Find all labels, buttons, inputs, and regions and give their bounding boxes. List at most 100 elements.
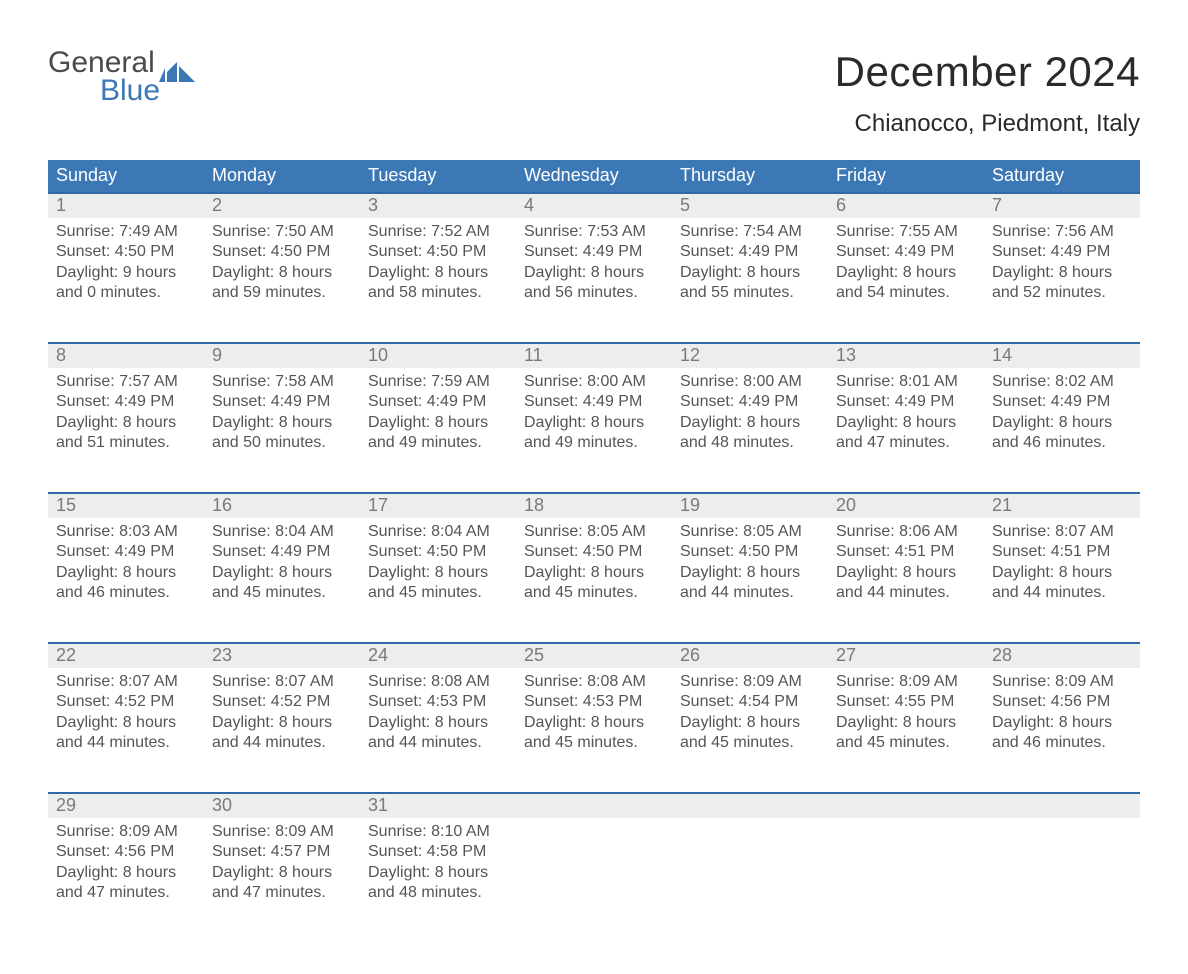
logo-text-blue: Blue bbox=[48, 76, 195, 106]
day-cell: Sunrise: 8:05 AMSunset: 4:50 PMDaylight:… bbox=[516, 518, 672, 614]
dow-thursday: Thursday bbox=[672, 160, 828, 192]
daylight-line1: Daylight: 8 hours bbox=[836, 413, 976, 433]
page-title: December 2024 bbox=[835, 48, 1140, 96]
sunset-text: Sunset: 4:55 PM bbox=[836, 692, 976, 712]
dow-tuesday: Tuesday bbox=[360, 160, 516, 192]
sunset-text: Sunset: 4:49 PM bbox=[212, 542, 352, 562]
daylight-line2: and 0 minutes. bbox=[56, 283, 196, 303]
day-number: 19 bbox=[672, 494, 828, 518]
sunset-text: Sunset: 4:49 PM bbox=[56, 392, 196, 412]
day-cell: Sunrise: 8:08 AMSunset: 4:53 PMDaylight:… bbox=[516, 668, 672, 764]
sunrise-text: Sunrise: 8:04 AM bbox=[368, 522, 508, 542]
daylight-line2: and 45 minutes. bbox=[836, 733, 976, 753]
week-row: 891011121314Sunrise: 7:57 AMSunset: 4:49… bbox=[48, 342, 1140, 464]
day-of-week-header: Sunday Monday Tuesday Wednesday Thursday… bbox=[48, 160, 1140, 192]
week-row: 293031Sunrise: 8:09 AMSunset: 4:56 PMDay… bbox=[48, 792, 1140, 914]
daylight-line1: Daylight: 8 hours bbox=[992, 563, 1132, 583]
week-row: 22232425262728Sunrise: 8:07 AMSunset: 4:… bbox=[48, 642, 1140, 764]
sunset-text: Sunset: 4:49 PM bbox=[212, 392, 352, 412]
daylight-line2: and 45 minutes. bbox=[524, 583, 664, 603]
day-cell: Sunrise: 7:58 AMSunset: 4:49 PMDaylight:… bbox=[204, 368, 360, 464]
daylight-line2: and 47 minutes. bbox=[56, 883, 196, 903]
sunrise-text: Sunrise: 8:09 AM bbox=[212, 822, 352, 842]
day-number: 20 bbox=[828, 494, 984, 518]
daylight-line2: and 59 minutes. bbox=[212, 283, 352, 303]
sunrise-text: Sunrise: 8:04 AM bbox=[212, 522, 352, 542]
day-cell: Sunrise: 8:09 AMSunset: 4:54 PMDaylight:… bbox=[672, 668, 828, 764]
day-number: 9 bbox=[204, 344, 360, 368]
daylight-line1: Daylight: 8 hours bbox=[368, 263, 508, 283]
dow-saturday: Saturday bbox=[984, 160, 1140, 192]
day-number: 27 bbox=[828, 644, 984, 668]
day-cell: Sunrise: 7:57 AMSunset: 4:49 PMDaylight:… bbox=[48, 368, 204, 464]
day-cell: Sunrise: 8:07 AMSunset: 4:51 PMDaylight:… bbox=[984, 518, 1140, 614]
sunset-text: Sunset: 4:49 PM bbox=[56, 542, 196, 562]
daylight-line1: Daylight: 8 hours bbox=[836, 563, 976, 583]
sunset-text: Sunset: 4:49 PM bbox=[680, 242, 820, 262]
daylight-line1: Daylight: 8 hours bbox=[680, 713, 820, 733]
daylight-line2: and 46 minutes. bbox=[992, 733, 1132, 753]
sunset-text: Sunset: 4:49 PM bbox=[992, 392, 1132, 412]
day-number: 24 bbox=[360, 644, 516, 668]
sunset-text: Sunset: 4:49 PM bbox=[524, 392, 664, 412]
day-cell: Sunrise: 7:52 AMSunset: 4:50 PMDaylight:… bbox=[360, 218, 516, 314]
daylight-line2: and 45 minutes. bbox=[368, 583, 508, 603]
sunrise-text: Sunrise: 7:54 AM bbox=[680, 222, 820, 242]
dow-monday: Monday bbox=[204, 160, 360, 192]
day-cell: Sunrise: 7:56 AMSunset: 4:49 PMDaylight:… bbox=[984, 218, 1140, 314]
sunrise-text: Sunrise: 8:09 AM bbox=[836, 672, 976, 692]
daylight-line2: and 44 minutes. bbox=[56, 733, 196, 753]
day-number: 10 bbox=[360, 344, 516, 368]
title-block: December 2024 Chianocco, Piedmont, Italy bbox=[835, 48, 1140, 138]
day-cell: Sunrise: 8:10 AMSunset: 4:58 PMDaylight:… bbox=[360, 818, 516, 914]
day-number: 12 bbox=[672, 344, 828, 368]
sunrise-text: Sunrise: 8:08 AM bbox=[524, 672, 664, 692]
day-number: 8 bbox=[48, 344, 204, 368]
day-number-row: 891011121314 bbox=[48, 344, 1140, 368]
day-cell: Sunrise: 8:06 AMSunset: 4:51 PMDaylight:… bbox=[828, 518, 984, 614]
sunset-text: Sunset: 4:57 PM bbox=[212, 842, 352, 862]
day-cell: Sunrise: 8:09 AMSunset: 4:57 PMDaylight:… bbox=[204, 818, 360, 914]
daylight-line2: and 46 minutes. bbox=[992, 433, 1132, 453]
day-cell: Sunrise: 7:53 AMSunset: 4:49 PMDaylight:… bbox=[516, 218, 672, 314]
daylight-line1: Daylight: 8 hours bbox=[680, 563, 820, 583]
sunrise-text: Sunrise: 7:52 AM bbox=[368, 222, 508, 242]
sunrise-text: Sunrise: 7:56 AM bbox=[992, 222, 1132, 242]
sunrise-text: Sunrise: 8:09 AM bbox=[992, 672, 1132, 692]
sunset-text: Sunset: 4:50 PM bbox=[56, 242, 196, 262]
day-cell: Sunrise: 8:08 AMSunset: 4:53 PMDaylight:… bbox=[360, 668, 516, 764]
sunrise-text: Sunrise: 8:08 AM bbox=[368, 672, 508, 692]
day-cell: Sunrise: 7:59 AMSunset: 4:49 PMDaylight:… bbox=[360, 368, 516, 464]
daylight-line1: Daylight: 8 hours bbox=[836, 263, 976, 283]
sunset-text: Sunset: 4:49 PM bbox=[524, 242, 664, 262]
sunrise-text: Sunrise: 7:55 AM bbox=[836, 222, 976, 242]
day-number: 4 bbox=[516, 194, 672, 218]
daylight-line2: and 44 minutes. bbox=[836, 583, 976, 603]
dow-wednesday: Wednesday bbox=[516, 160, 672, 192]
sunset-text: Sunset: 4:50 PM bbox=[368, 242, 508, 262]
sunrise-text: Sunrise: 8:09 AM bbox=[680, 672, 820, 692]
day-cell: Sunrise: 8:00 AMSunset: 4:49 PMDaylight:… bbox=[516, 368, 672, 464]
sunset-text: Sunset: 4:53 PM bbox=[368, 692, 508, 712]
day-number: 25 bbox=[516, 644, 672, 668]
day-cell: Sunrise: 8:07 AMSunset: 4:52 PMDaylight:… bbox=[48, 668, 204, 764]
daylight-line1: Daylight: 8 hours bbox=[212, 263, 352, 283]
daylight-line2: and 49 minutes. bbox=[524, 433, 664, 453]
daylight-line1: Daylight: 8 hours bbox=[680, 413, 820, 433]
day-number: 28 bbox=[984, 644, 1140, 668]
day-cell: Sunrise: 8:03 AMSunset: 4:49 PMDaylight:… bbox=[48, 518, 204, 614]
week-row: 15161718192021Sunrise: 8:03 AMSunset: 4:… bbox=[48, 492, 1140, 614]
day-cell: Sunrise: 8:04 AMSunset: 4:50 PMDaylight:… bbox=[360, 518, 516, 614]
day-number: 21 bbox=[984, 494, 1140, 518]
daylight-line2: and 45 minutes. bbox=[680, 733, 820, 753]
daylight-line2: and 46 minutes. bbox=[56, 583, 196, 603]
sunrise-text: Sunrise: 8:07 AM bbox=[212, 672, 352, 692]
day-number: 14 bbox=[984, 344, 1140, 368]
day-number: 16 bbox=[204, 494, 360, 518]
sunset-text: Sunset: 4:56 PM bbox=[992, 692, 1132, 712]
daylight-line1: Daylight: 8 hours bbox=[212, 713, 352, 733]
day-cell: Sunrise: 8:02 AMSunset: 4:49 PMDaylight:… bbox=[984, 368, 1140, 464]
daylight-line1: Daylight: 8 hours bbox=[368, 413, 508, 433]
daylight-line1: Daylight: 8 hours bbox=[524, 713, 664, 733]
daylight-line2: and 55 minutes. bbox=[680, 283, 820, 303]
